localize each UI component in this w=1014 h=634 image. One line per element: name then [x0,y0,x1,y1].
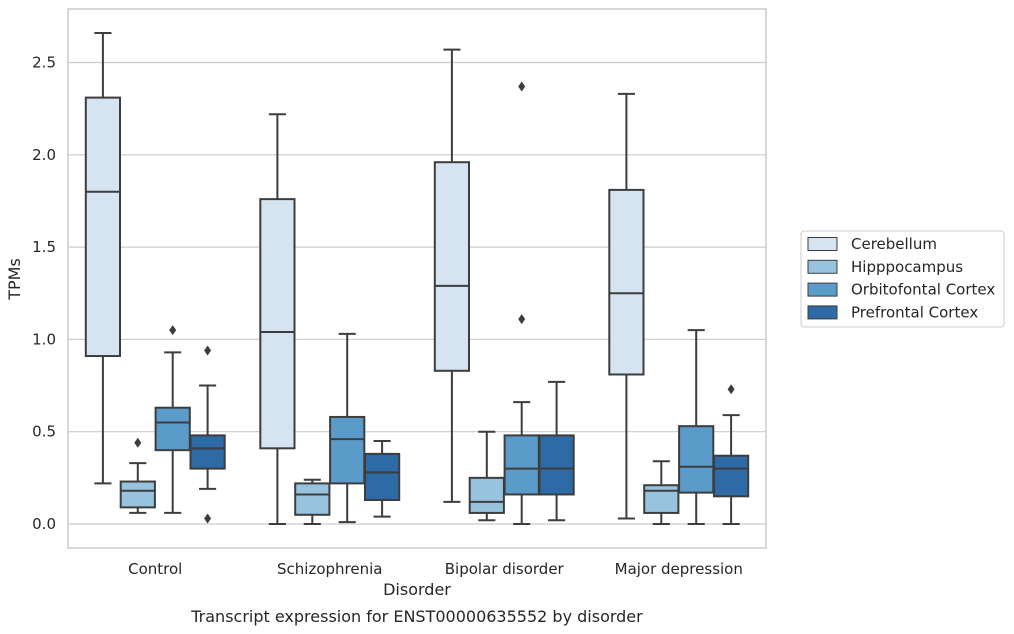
x-axis-label: Disorder [383,580,451,599]
x-axis-ticks: Control Schizophrenia Bipolar disorder Majo… [128,560,743,578]
box-body [84,96,122,358]
box-body [433,161,471,372]
box-hipppocampus [294,478,331,526]
y-tick-label: 0.0 [32,515,56,533]
outlier-point [169,325,177,336]
box-body [259,198,296,450]
legend-label: Prefrontal Cortex [851,303,978,321]
box-body [643,484,680,514]
box-prefrontal-cortex [189,345,226,524]
box-body [608,188,645,376]
legend-label: Cerebellum [851,235,937,253]
y-axis-label: TPMs [5,258,24,301]
box-body [329,415,366,485]
box-hipppocampus [468,430,505,522]
legend-label: Orbitofontal Cortex [851,281,995,299]
box-cerebellum [608,92,645,520]
outlier-point [727,384,735,395]
box-prefrontal-cortex [363,439,401,518]
box-body [678,425,715,494]
box-cerebellum [84,31,122,485]
x-tick-label: Control [128,560,182,578]
box-body [189,434,226,470]
box-orbitofontal-cortex [678,329,715,526]
box-prefrontal-cortex [712,384,750,526]
box-series-layer [84,31,750,526]
x-tick-label: Schizophrenia [277,560,382,578]
box-hipppocampus [119,437,156,514]
box-body [363,452,401,502]
legend-swatch [807,305,838,320]
box-prefrontal-cortex [538,380,575,522]
outlier-point [134,437,142,448]
box-cerebellum [259,113,296,526]
box-cerebellum [433,48,471,503]
box-body [119,480,156,509]
y-tick-label: 1.0 [32,330,56,348]
y-axis-ticks: 0.0 0.5 1.0 1.5 2.0 2.5 [32,54,56,533]
y-tick-label: 1.5 [32,238,56,256]
box-orbitofontal-cortex [154,325,191,514]
box-hipppocampus [643,460,680,526]
outlier-point [204,345,212,356]
legend-label: Hipppocampus [851,258,963,276]
x-tick-label: Bipolar disorder [445,560,565,578]
outlier-point [518,314,526,325]
box-body [154,406,191,452]
outlier-point [518,81,526,92]
box-orbitofontal-cortex [503,81,540,526]
chart-caption: Transcript expression for ENST0000063555… [190,607,643,626]
plot-area-frame [67,8,767,549]
box-body [294,482,331,516]
box-orbitofontal-cortex [329,332,366,524]
y-tick-label: 0.5 [32,423,56,441]
legend-swatch [807,237,838,251]
legend-frame [800,230,1005,328]
outlier-point [204,513,212,524]
y-tick-label: 2.0 [32,146,56,164]
y-tick-label: 2.5 [32,54,56,72]
legend-swatch [807,282,838,297]
box-body [503,434,540,496]
legend-swatch [807,259,838,274]
box-body [712,454,750,498]
box-body [538,434,575,496]
legend: Cerebellum Hipppocampus Orbitofontal Corte… [800,230,1005,328]
box-body [468,476,505,514]
x-tick-label: Major depression [615,560,743,578]
